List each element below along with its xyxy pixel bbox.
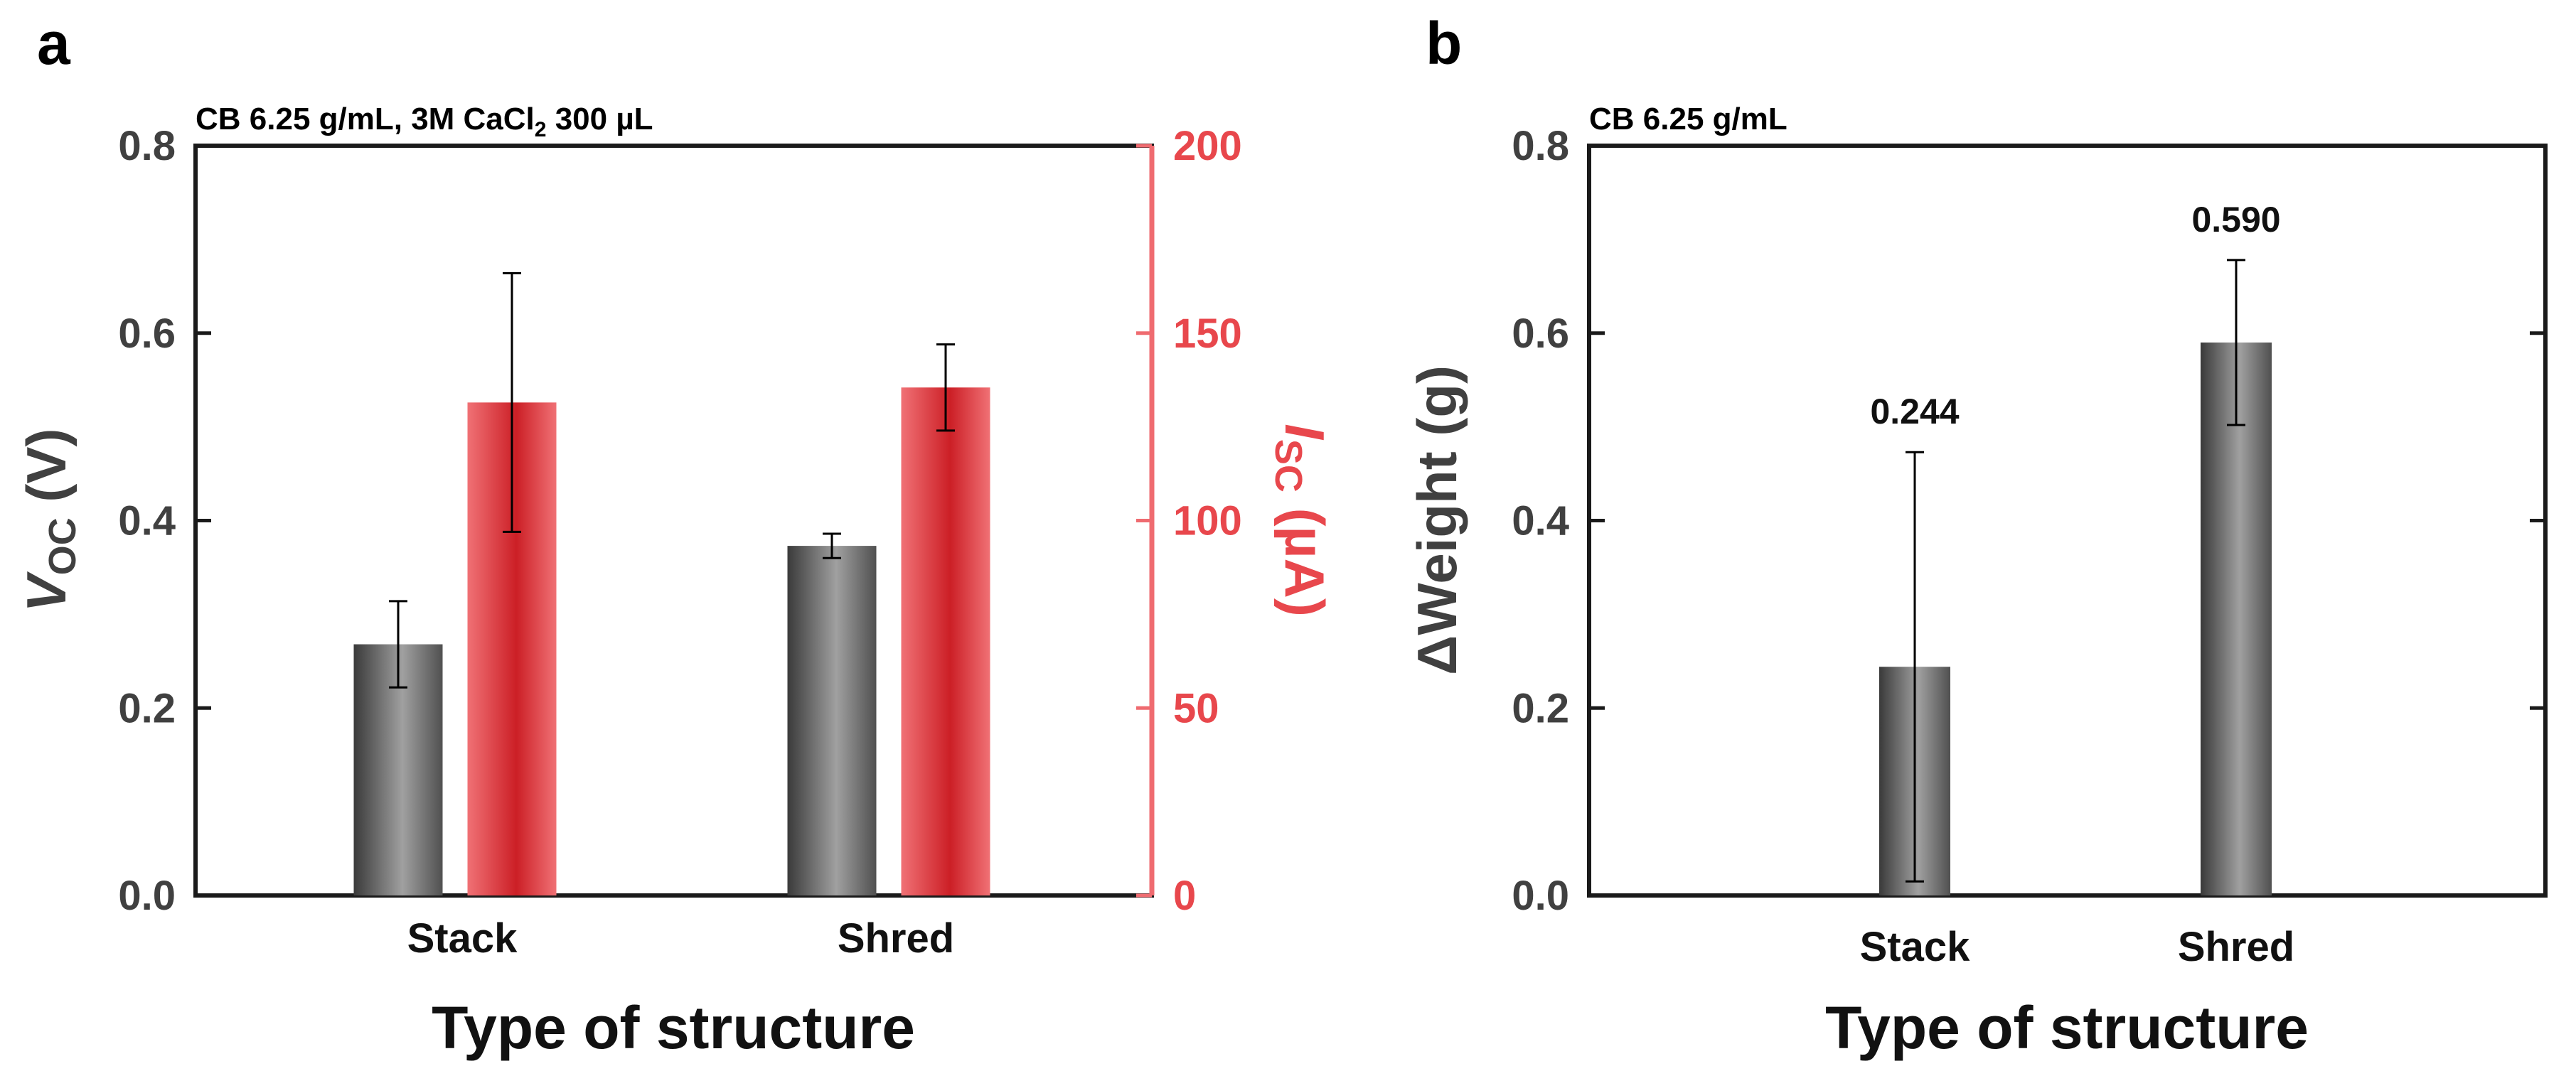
chart-a-y2-axis-label: ISC (µA) <box>1267 424 1336 617</box>
chart-a-ytick-label: 0.6 <box>118 311 176 357</box>
chart-a-bar-voc-shred <box>787 546 877 895</box>
chart-b-data-label: 0.590 <box>2191 200 2280 240</box>
panel-a-letter: a <box>37 10 71 77</box>
chart-b-y-axis-label: ΔWeight (g) <box>1406 365 1468 675</box>
chart-b-ytick-label: 0.4 <box>1512 498 1569 544</box>
chart-b: CB 6.25 g/mL 0.00.20.40.60.8 0.2440.590 … <box>1406 102 2548 1061</box>
chart-a-y2tick-label: 0 <box>1173 873 1196 919</box>
chart-a-y-axis-label: VOC (V) <box>15 429 84 613</box>
chart-b-ytick-label: 0.0 <box>1512 873 1569 919</box>
chart-a-title: CB 6.25 g/mL, 3M CaCl2 300 µL <box>196 102 653 141</box>
chart-b-data-label: 0.244 <box>1870 392 1959 431</box>
chart-a-y2tick-label: 100 <box>1173 498 1242 544</box>
chart-b-x-axis-label: Type of structure <box>1825 994 2309 1061</box>
chart-b-title: CB 6.25 g/mL <box>1589 102 1787 136</box>
chart-b-ytick-label: 0.6 <box>1512 311 1569 357</box>
chart-b-plot-frame <box>1587 144 2548 898</box>
chart-a-ytick-label: 0.2 <box>118 685 176 731</box>
chart-a-y2tick-label: 50 <box>1173 685 1219 731</box>
chart-b-ytick-label: 0.2 <box>1512 685 1569 731</box>
chart-a: CB 6.25 g/mL, 3M CaCl2 300 µL 0.0 0.2 0.4 0… <box>15 102 1336 1061</box>
chart-a-ytick-label: 0.4 <box>118 498 176 544</box>
chart-a-xtick-label: Stack <box>407 915 518 962</box>
chart-a-y2tick-label: 150 <box>1173 311 1242 357</box>
chart-a-ytick-label: 0.0 <box>118 873 176 919</box>
chart-b-bar-shred <box>2201 342 2272 895</box>
chart-a-y2tick-label: 200 <box>1173 123 1242 169</box>
chart-a-ytick-label: 0.8 <box>118 123 176 169</box>
chart-b-xtick-label: Shred <box>2178 924 2294 970</box>
panel-b-letter: b <box>1426 10 1462 77</box>
chart-a-plot-frame <box>193 144 1154 898</box>
chart-a-bar-isc-shred <box>901 387 990 895</box>
chart-b-ytick-label: 0.8 <box>1512 123 1569 169</box>
chart-a-xtick-label: Shred <box>838 915 954 962</box>
chart-a-x-axis-label: Type of structure <box>432 994 915 1061</box>
chart-b-xtick-label: Stack <box>1860 924 1971 970</box>
